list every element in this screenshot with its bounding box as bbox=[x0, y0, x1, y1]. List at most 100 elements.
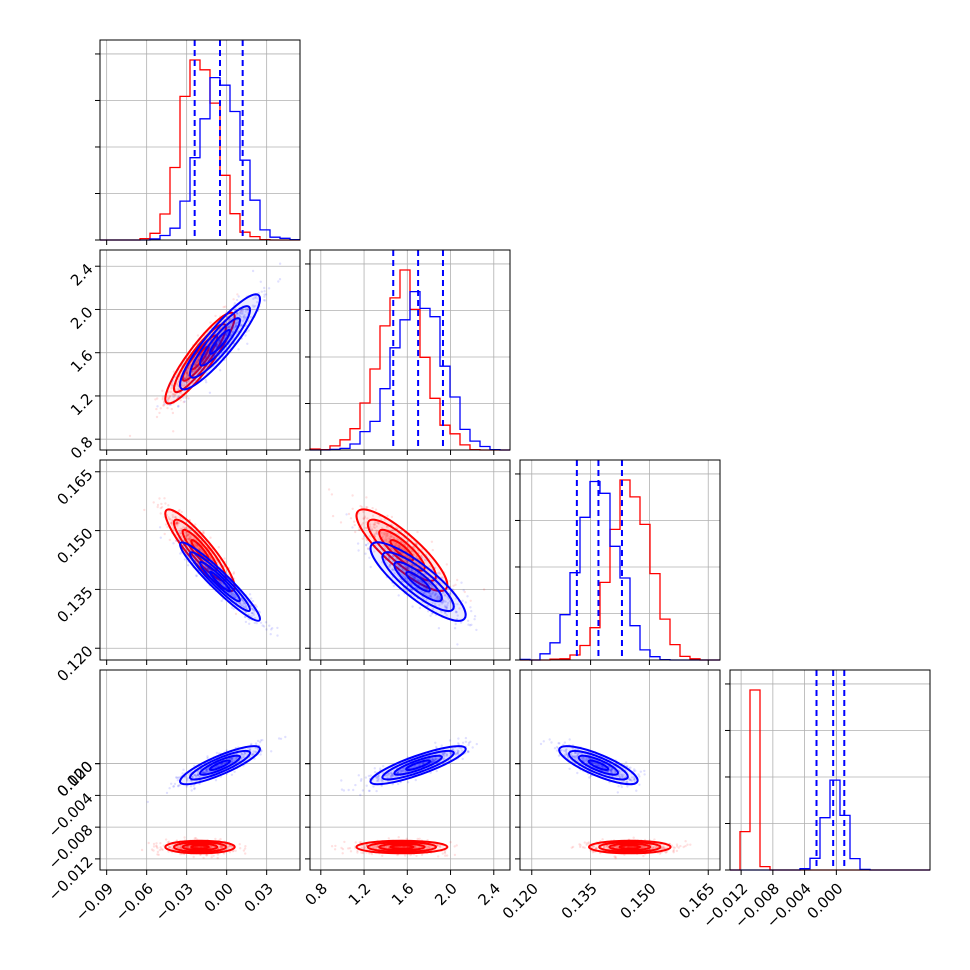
point-red bbox=[196, 360, 199, 363]
point-red bbox=[174, 516, 177, 520]
point-red bbox=[161, 398, 164, 401]
point-red bbox=[185, 372, 188, 375]
point-red bbox=[410, 549, 413, 553]
point-blue bbox=[435, 745, 438, 749]
point-red bbox=[238, 602, 241, 605]
point-blue bbox=[215, 343, 218, 347]
point-blue bbox=[444, 611, 447, 615]
point-blue bbox=[194, 364, 198, 367]
point-red bbox=[385, 532, 388, 535]
scatter-2-0 bbox=[143, 497, 279, 637]
point-blue bbox=[184, 547, 187, 550]
point-red bbox=[445, 563, 448, 566]
point-blue bbox=[397, 594, 400, 597]
point-red bbox=[435, 596, 438, 599]
point-blue bbox=[413, 577, 416, 580]
point-red bbox=[176, 383, 179, 386]
point-blue bbox=[271, 627, 274, 630]
point-red bbox=[236, 293, 239, 296]
point-blue bbox=[253, 296, 256, 299]
point-blue bbox=[260, 290, 263, 293]
point-blue bbox=[187, 367, 190, 370]
point-blue bbox=[416, 578, 419, 582]
point-blue bbox=[255, 622, 258, 625]
point-red bbox=[184, 384, 187, 387]
point-blue bbox=[246, 308, 250, 311]
point-red bbox=[171, 393, 174, 396]
point-blue bbox=[238, 315, 242, 318]
point-blue bbox=[234, 325, 238, 328]
point-red bbox=[420, 565, 424, 568]
point-blue bbox=[375, 789, 378, 793]
point-blue bbox=[423, 584, 426, 588]
point-blue bbox=[432, 580, 436, 584]
point-blue bbox=[242, 601, 246, 604]
point-blue bbox=[240, 604, 243, 607]
point-red bbox=[453, 845, 456, 848]
point-red bbox=[403, 543, 407, 546]
point-blue bbox=[215, 351, 218, 355]
point-blue bbox=[244, 310, 247, 313]
point-blue bbox=[389, 563, 392, 566]
point-red bbox=[176, 522, 179, 526]
point-blue bbox=[204, 568, 208, 571]
point-blue bbox=[437, 571, 441, 574]
point-blue bbox=[416, 572, 419, 575]
point-red bbox=[174, 516, 178, 519]
point-red bbox=[357, 528, 361, 532]
point-red bbox=[403, 548, 406, 551]
point-red bbox=[164, 838, 168, 841]
point-blue bbox=[427, 582, 430, 585]
point-red bbox=[366, 506, 369, 509]
point-blue bbox=[215, 343, 219, 347]
point-red bbox=[340, 846, 343, 850]
point-blue bbox=[171, 379, 175, 382]
point-blue bbox=[255, 296, 258, 299]
point-red bbox=[441, 852, 444, 855]
point-blue bbox=[241, 604, 245, 608]
point-blue bbox=[243, 318, 246, 321]
point-red bbox=[159, 842, 162, 845]
point-red bbox=[167, 396, 171, 400]
point-blue bbox=[434, 741, 437, 744]
point-red bbox=[214, 837, 217, 841]
point-blue bbox=[428, 594, 431, 597]
point-blue bbox=[354, 783, 357, 787]
point-red bbox=[185, 372, 189, 375]
point-red bbox=[154, 398, 157, 401]
point-red bbox=[363, 515, 366, 518]
point-blue bbox=[191, 358, 194, 362]
point-red bbox=[193, 837, 196, 840]
point-red bbox=[381, 854, 384, 857]
point-red bbox=[458, 607, 461, 610]
point-red bbox=[386, 534, 389, 537]
point-blue bbox=[413, 576, 417, 579]
point-red bbox=[343, 840, 346, 844]
point-blue bbox=[173, 399, 176, 402]
point-blue bbox=[206, 756, 209, 760]
point-red bbox=[210, 856, 213, 859]
point-blue bbox=[388, 565, 391, 569]
point-blue bbox=[368, 528, 372, 531]
point-blue bbox=[429, 595, 433, 598]
point-red bbox=[166, 525, 169, 529]
point-blue bbox=[206, 353, 210, 356]
point-blue bbox=[207, 567, 210, 570]
point-blue bbox=[284, 735, 287, 739]
point-blue bbox=[442, 590, 445, 594]
point-blue bbox=[234, 324, 238, 327]
point-blue bbox=[176, 778, 179, 782]
point-red bbox=[178, 529, 181, 533]
scatter-3-1 bbox=[330, 736, 478, 858]
point-blue bbox=[414, 566, 418, 569]
scatter-1-0 bbox=[128, 262, 282, 438]
point-blue bbox=[243, 316, 246, 319]
point-blue bbox=[412, 579, 416, 582]
point-blue bbox=[242, 315, 245, 318]
point-red bbox=[167, 397, 170, 400]
point-red bbox=[194, 543, 197, 546]
point-red bbox=[375, 529, 378, 532]
point-red bbox=[188, 538, 191, 541]
point-red bbox=[357, 512, 360, 515]
point-blue bbox=[415, 580, 418, 583]
